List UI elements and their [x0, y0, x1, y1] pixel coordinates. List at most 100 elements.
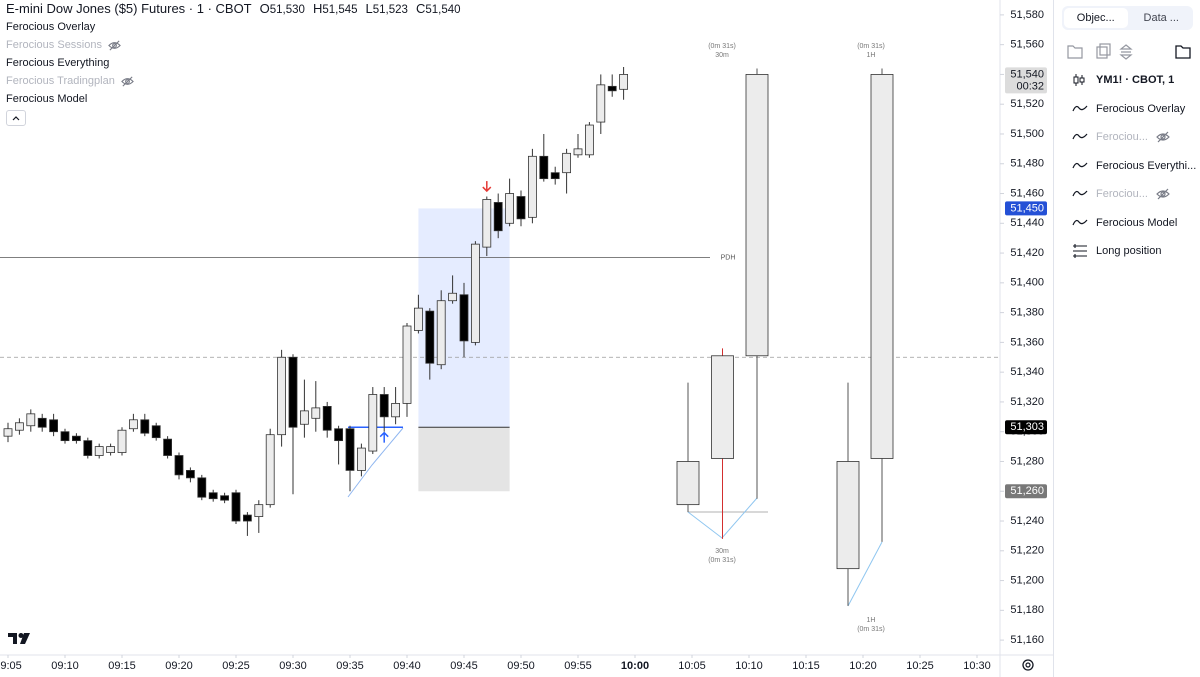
y-tick-label: 51,520: [1010, 98, 1044, 110]
ohlc-key: H: [312, 1, 323, 16]
candle-body: [379, 394, 389, 418]
object-item[interactable]: Long position: [1054, 237, 1200, 266]
candle-body: [83, 440, 93, 456]
item-icon: [1072, 105, 1088, 111]
candle-body: [585, 124, 594, 156]
htf-timer: (0m 31s): [857, 43, 885, 50]
candle-body: [402, 325, 412, 404]
item-icon: [1072, 133, 1088, 140]
item-name: Long position: [1096, 245, 1162, 258]
symbol-header: E-mini Dow Jones ($5) Futures · 1 · CBOT…: [6, 1, 461, 16]
candle-body: [368, 394, 378, 452]
candle-body: [573, 148, 583, 156]
stop-zone: [418, 427, 510, 492]
indicator-row[interactable]: Ferocious Tradingplan: [6, 72, 134, 90]
order[interactable]: [1119, 44, 1133, 60]
collapse-button[interactable]: [6, 110, 26, 126]
y-tick-label: 51,460: [1010, 187, 1044, 199]
tab[interactable]: Objec...: [1064, 8, 1128, 28]
tab[interactable]: Data ...: [1143, 12, 1179, 24]
candle-body: [448, 292, 458, 302]
y-tick-label: 51,420: [1010, 247, 1044, 259]
candle-body: [128, 419, 138, 430]
y-tick-label: 51,580: [1010, 9, 1044, 21]
x-tick-label: 10:20: [849, 660, 877, 672]
candle-body: [550, 172, 560, 180]
manage-folders[interactable]: [1175, 45, 1191, 59]
settings-icon[interactable]: [1022, 659, 1034, 671]
ohlc-key: L: [365, 1, 373, 16]
candle-body: [619, 74, 628, 90]
object-item[interactable]: Ferociou...: [1054, 180, 1200, 209]
candle-body: [163, 438, 173, 456]
level-label: PDH: [721, 254, 736, 261]
x-tick-label: 10:00: [621, 660, 649, 672]
indicator-name: Ferocious Everything: [6, 57, 110, 69]
object-item[interactable]: Ferocious Overlay: [1054, 95, 1200, 124]
candle-body: [493, 202, 503, 232]
object-item[interactable]: Ferocious Everythi...: [1054, 152, 1200, 181]
hidden-eye-icon[interactable]: [108, 39, 121, 52]
candle-body: [436, 300, 446, 366]
new-folder[interactable]: [1067, 45, 1083, 59]
htf-timer: (0m 31s): [708, 43, 736, 50]
candle-body: [322, 405, 332, 431]
price-label-bg: [1005, 67, 1047, 94]
item-icon: [1072, 162, 1088, 168]
x-tick-label: 09:05: [0, 660, 22, 672]
candle-body: [562, 152, 571, 174]
candle-body: [277, 356, 287, 436]
signal-arrow: [379, 431, 389, 443]
candle-body: [117, 429, 127, 453]
clone[interactable]: [1099, 43, 1111, 56]
x-tick-label: 09:45: [450, 660, 478, 672]
indicator-row[interactable]: Ferocious Overlay: [6, 18, 134, 36]
candle-body: [516, 196, 526, 220]
y-tick-label: 51,280: [1010, 455, 1044, 467]
candle-body: [539, 155, 549, 180]
y-tick-label: 51,500: [1010, 128, 1044, 140]
object-item[interactable]: Ferociou...: [1054, 123, 1200, 152]
indicator-name: Ferocious Sessions: [6, 39, 102, 51]
candle-body: [49, 419, 58, 433]
candle-body: [185, 470, 195, 479]
indicator-row[interactable]: Ferocious Sessions: [6, 36, 134, 54]
object-list: YM1! · CBOT, 1 Ferocious Overlay Ferociou.…: [1054, 66, 1200, 266]
indicator-name: Ferocious Overlay: [6, 21, 96, 33]
candle-body: [505, 193, 515, 224]
candle-body: [311, 407, 321, 419]
countdown: 00:32: [1016, 80, 1044, 92]
toolbar-icons: [1067, 43, 1191, 60]
price-label-bg: [1005, 201, 1047, 216]
candle-body: [106, 446, 115, 453]
toolbar: [1054, 36, 1200, 66]
item-name: Ferociou...: [1096, 188, 1148, 201]
candle-body: [26, 413, 36, 427]
candle-body: [676, 461, 700, 506]
hidden-eye-icon[interactable]: [1156, 130, 1170, 144]
candle-body: [459, 294, 469, 342]
x-tick-label: 10:10: [735, 660, 763, 672]
htf-label: 1H: [867, 617, 876, 624]
x-tick-label: 09:40: [393, 660, 421, 672]
item-icon: [1073, 244, 1087, 259]
candle-body: [174, 455, 184, 476]
chevron: [12, 116, 20, 121]
item-name: Ferocious Overlay: [1096, 102, 1186, 115]
arrow-head: [379, 431, 389, 438]
item-icon: [1072, 190, 1088, 197]
x-tick-label: 10:05: [678, 660, 706, 672]
hidden-eye-icon[interactable]: [1156, 187, 1170, 201]
indicator-row[interactable]: Ferocious Everything: [6, 54, 134, 72]
clone[interactable]: [1096, 46, 1108, 59]
candle-body: [288, 356, 298, 428]
indicator-row[interactable]: Ferocious Model: [6, 90, 134, 108]
object-item[interactable]: YM1! · CBOT, 1: [1054, 66, 1200, 95]
y-tick-label: 51,400: [1010, 277, 1044, 289]
hidden-eye-icon[interactable]: [120, 75, 134, 88]
ohlc-value: 51,523: [372, 4, 408, 16]
object-item[interactable]: Ferocious Model: [1054, 209, 1200, 238]
candle-body: [37, 417, 47, 428]
candle-body: [391, 403, 401, 418]
htf-label: 30m: [715, 52, 729, 59]
